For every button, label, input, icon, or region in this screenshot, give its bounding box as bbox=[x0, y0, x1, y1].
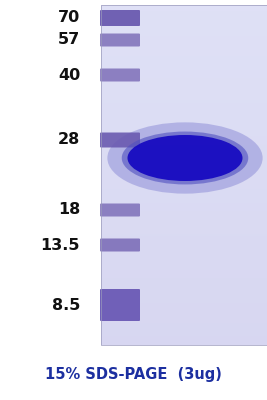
Ellipse shape bbox=[107, 122, 263, 194]
Text: 70: 70 bbox=[58, 10, 80, 26]
FancyBboxPatch shape bbox=[100, 68, 140, 82]
Text: 18: 18 bbox=[58, 202, 80, 218]
FancyBboxPatch shape bbox=[100, 289, 140, 321]
FancyBboxPatch shape bbox=[100, 10, 140, 26]
Text: 57: 57 bbox=[58, 32, 80, 48]
Text: 8.5: 8.5 bbox=[52, 298, 80, 312]
FancyBboxPatch shape bbox=[100, 238, 140, 252]
Text: 15% SDS-PAGE  (3ug): 15% SDS-PAGE (3ug) bbox=[45, 368, 222, 382]
Ellipse shape bbox=[128, 135, 242, 181]
Ellipse shape bbox=[122, 132, 248, 184]
FancyBboxPatch shape bbox=[100, 34, 140, 46]
Text: 40: 40 bbox=[58, 68, 80, 82]
Text: 13.5: 13.5 bbox=[41, 238, 80, 252]
Text: 28: 28 bbox=[58, 132, 80, 148]
Bar bbox=[101, 5, 267, 345]
FancyBboxPatch shape bbox=[100, 132, 140, 148]
FancyBboxPatch shape bbox=[100, 204, 140, 216]
